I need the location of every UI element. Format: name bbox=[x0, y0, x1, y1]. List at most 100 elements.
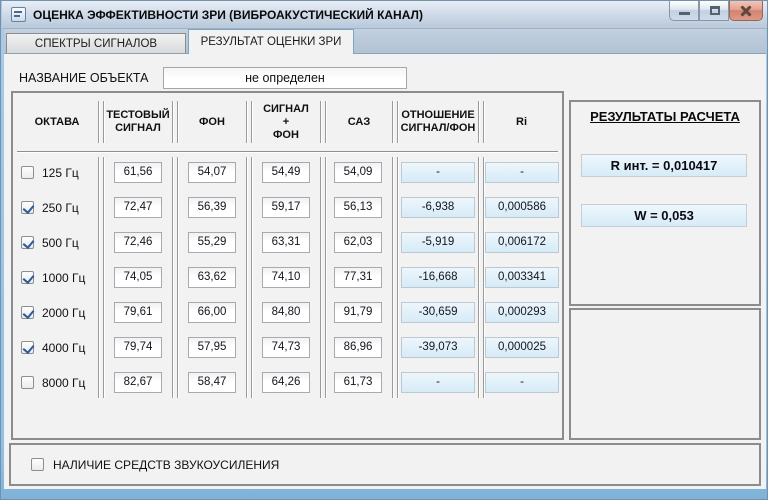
signal-ratio-field: - bbox=[401, 162, 475, 183]
object-name-label: НАЗВАНИЕ ОБЪЕКТА bbox=[19, 71, 148, 85]
background-field[interactable]: 66,00 bbox=[188, 302, 236, 323]
results-panel: РЕЗУЛЬТАТЫ РАСЧЕТА R инт. = 0,010417 W =… bbox=[569, 100, 761, 306]
column-separator bbox=[172, 101, 179, 143]
octave-label: 1000 Гц bbox=[42, 271, 85, 285]
test-signal-field[interactable]: 82,67 bbox=[114, 372, 162, 393]
octave-checkbox[interactable] bbox=[21, 376, 34, 389]
ri-field: - bbox=[485, 162, 559, 183]
close-icon bbox=[740, 4, 753, 17]
object-name-input[interactable]: не определен bbox=[163, 67, 407, 89]
signal-plus-background-field[interactable]: 63,31 bbox=[262, 232, 310, 253]
window-title: ОЦЕНКА ЭФФЕКТИВНОСТИ ЗРИ (ВИБРОАКУСТИЧЕС… bbox=[33, 1, 423, 29]
signal-plus-background-field[interactable]: 74,10 bbox=[262, 267, 310, 288]
signal-ratio-field: -16,668 bbox=[401, 267, 475, 288]
signal-plus-background-field[interactable]: 84,80 bbox=[262, 302, 310, 323]
table-row: 4000 Гц 79,74 57,95 74,73 86,96 -39,073 … bbox=[13, 330, 562, 365]
octave-checkbox[interactable] bbox=[21, 166, 34, 179]
column-header-signal-ratio: ОТНОШЕНИЕ СИГНАЛ/ФОН bbox=[395, 95, 481, 149]
signal-ratio-field: - bbox=[401, 372, 475, 393]
octave-label: 2000 Гц bbox=[42, 306, 85, 320]
header-separator bbox=[17, 151, 558, 153]
test-signal-field[interactable]: 61,56 bbox=[114, 162, 162, 183]
column-header-background: ФОН bbox=[175, 95, 249, 149]
test-signal-field[interactable]: 72,47 bbox=[114, 197, 162, 218]
octave-checkbox[interactable] bbox=[21, 306, 34, 319]
maximize-icon bbox=[710, 6, 720, 15]
table-row: 125 Гц 61,56 54,07 54,49 54,09 - - bbox=[13, 155, 562, 190]
octave-checkbox[interactable] bbox=[21, 271, 34, 284]
saz-field[interactable]: 54,09 bbox=[334, 162, 382, 183]
column-separator bbox=[320, 101, 327, 143]
background-field[interactable]: 54,07 bbox=[188, 162, 236, 183]
column-header-test-signal: ТЕСТОВЫЙ СИГНАЛ bbox=[101, 95, 175, 149]
signal-plus-background-field[interactable]: 54,49 bbox=[262, 162, 310, 183]
octave-checkbox[interactable] bbox=[21, 201, 34, 214]
octave-label: 125 Гц bbox=[42, 166, 79, 180]
ri-field: 0,003341 bbox=[485, 267, 559, 288]
column-header-ri: Ri bbox=[481, 95, 562, 149]
table-row: 2000 Гц 79,61 66,00 84,80 91,79 -30,659 … bbox=[13, 295, 562, 330]
saz-field[interactable]: 56,13 bbox=[334, 197, 382, 218]
signal-plus-background-field[interactable]: 59,17 bbox=[262, 197, 310, 218]
octave-table: ОКТАВА ТЕСТОВЫЙ СИГНАЛ ФОН СИГНАЛ + ФОН … bbox=[11, 91, 564, 440]
results-title: РЕЗУЛЬТАТЫ РАСЧЕТА bbox=[571, 109, 759, 124]
tab-signal-spectra[interactable]: СПЕКТРЫ СИГНАЛОВ bbox=[6, 33, 186, 53]
table-row: 1000 Гц 74,05 63,62 74,10 77,31 -16,668 … bbox=[13, 260, 562, 295]
ri-field: 0,000025 bbox=[485, 337, 559, 358]
sound-amplification-checkbox[interactable] bbox=[31, 458, 44, 471]
background-field[interactable]: 63,62 bbox=[188, 267, 236, 288]
background-field[interactable]: 58,47 bbox=[188, 372, 236, 393]
column-header-signal-plus-background: СИГНАЛ + ФОН bbox=[249, 95, 323, 149]
column-header-saz: САЗ bbox=[323, 95, 395, 149]
w-value: W = 0,053 bbox=[581, 204, 747, 227]
app-icon bbox=[11, 7, 26, 22]
ri-field: 0,000586 bbox=[485, 197, 559, 218]
r-int-value: R инт. = 0,010417 bbox=[581, 154, 747, 177]
saz-field[interactable]: 62,03 bbox=[334, 232, 382, 253]
column-separator bbox=[98, 101, 105, 143]
octave-label: 250 Гц bbox=[42, 201, 79, 215]
maximize-button[interactable] bbox=[699, 1, 729, 21]
ri-field: - bbox=[485, 372, 559, 393]
signal-ratio-field: -5,919 bbox=[401, 232, 475, 253]
background-field[interactable]: 55,29 bbox=[188, 232, 236, 253]
minimize-button[interactable] bbox=[669, 1, 699, 21]
octave-label: 4000 Гц bbox=[42, 341, 85, 355]
column-separator bbox=[392, 101, 399, 143]
signal-plus-background-field[interactable]: 64,26 bbox=[262, 372, 310, 393]
table-row: 8000 Гц 82,67 58,47 64,26 61,73 - - bbox=[13, 365, 562, 400]
octave-label: 500 Гц bbox=[42, 236, 79, 250]
close-button[interactable] bbox=[729, 1, 763, 21]
signal-plus-background-field[interactable]: 74,73 bbox=[262, 337, 310, 358]
saz-field[interactable]: 77,31 bbox=[334, 267, 382, 288]
signal-ratio-field: -30,659 bbox=[401, 302, 475, 323]
column-header-octave: ОКТАВА bbox=[13, 95, 101, 149]
octave-checkbox[interactable] bbox=[21, 236, 34, 249]
test-signal-field[interactable]: 79,74 bbox=[114, 337, 162, 358]
test-signal-field[interactable]: 79,61 bbox=[114, 302, 162, 323]
saz-field[interactable]: 86,96 bbox=[334, 337, 382, 358]
background-field[interactable]: 57,95 bbox=[188, 337, 236, 358]
ri-field: 0,006172 bbox=[485, 232, 559, 253]
table-row: 500 Гц 72,46 55,29 63,31 62,03 -5,919 0,… bbox=[13, 225, 562, 260]
titlebar[interactable]: ОЦЕНКА ЭФФЕКТИВНОСТИ ЗРИ (ВИБРОАКУСТИЧЕС… bbox=[2, 1, 768, 29]
sound-amplification-panel: НАЛИЧИЕ СРЕДСТВ ЗВУКОУСИЛЕНИЯ bbox=[9, 443, 761, 486]
test-signal-field[interactable]: 74,05 bbox=[114, 267, 162, 288]
saz-field[interactable]: 91,79 bbox=[334, 302, 382, 323]
sound-amplification-label: НАЛИЧИЕ СРЕДСТВ ЗВУКОУСИЛЕНИЯ bbox=[53, 458, 279, 472]
octave-checkbox[interactable] bbox=[21, 341, 34, 354]
window-controls bbox=[669, 1, 763, 21]
column-separator bbox=[478, 101, 485, 143]
background-field[interactable]: 56,39 bbox=[188, 197, 236, 218]
octave-rows: 125 Гц 61,56 54,07 54,49 54,09 - - 250 Г… bbox=[13, 155, 562, 400]
saz-field[interactable]: 61,73 bbox=[334, 372, 382, 393]
tab-zri-results[interactable]: РЕЗУЛЬТАТ ОЦЕНКИ ЗРИ bbox=[188, 29, 354, 54]
signal-ratio-field: -39,073 bbox=[401, 337, 475, 358]
table-row: 250 Гц 72,47 56,39 59,17 56,13 -6,938 0,… bbox=[13, 190, 562, 225]
ri-field: 0,000293 bbox=[485, 302, 559, 323]
column-separator bbox=[246, 101, 253, 143]
test-signal-field[interactable]: 72,46 bbox=[114, 232, 162, 253]
app-window: ОЦЕНКА ЭФФЕКТИВНОСТИ ЗРИ (ВИБРОАКУСТИЧЕС… bbox=[0, 0, 768, 500]
results-extra-panel bbox=[569, 308, 761, 440]
octave-label: 8000 Гц bbox=[42, 376, 85, 390]
